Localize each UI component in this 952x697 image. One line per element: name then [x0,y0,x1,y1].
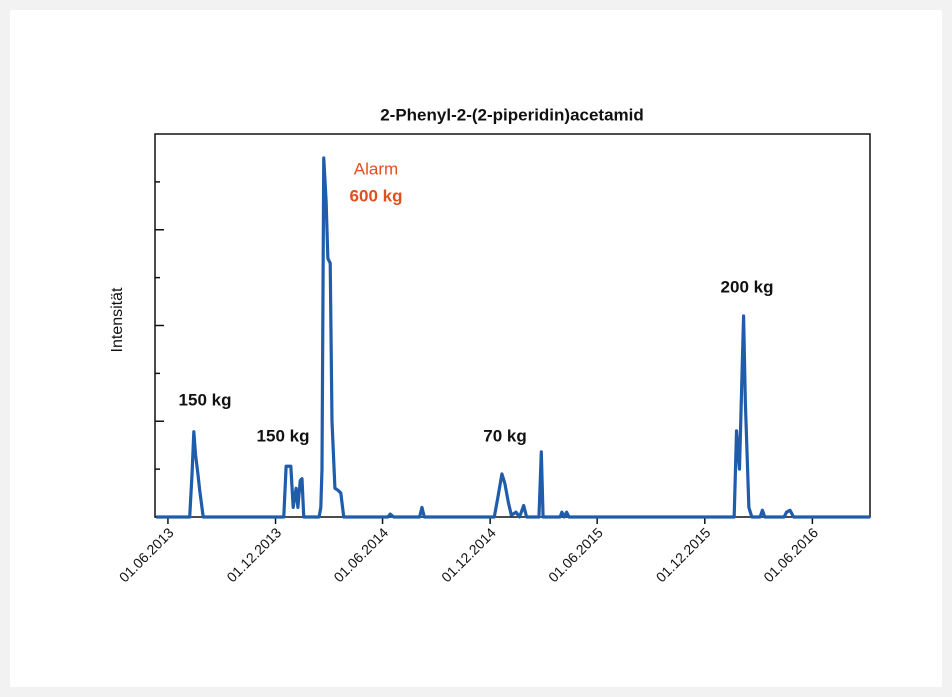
y-axis-label: Intensität [109,287,126,352]
annotation: 150 kg [257,426,310,445]
panel [10,10,942,687]
annotation: 600 kg [350,186,403,205]
annotation: Alarm [354,159,398,178]
data-line [156,156,870,519]
annotation: 200 kg [721,277,774,296]
chart-title: 2-Phenyl-2-(2-piperidin)acetamid [380,105,644,124]
annotation: 150 kg [179,390,232,409]
annotation: 70 kg [483,426,526,445]
